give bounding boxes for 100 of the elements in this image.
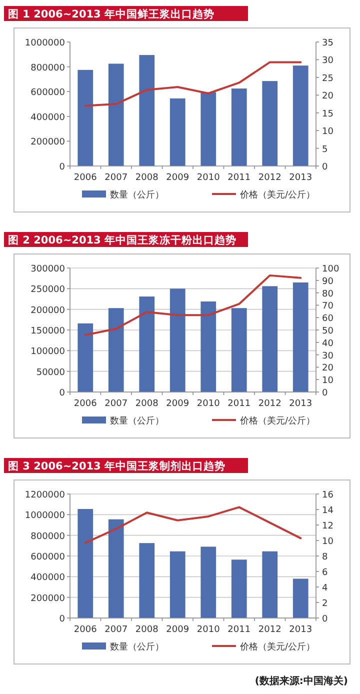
bar	[108, 308, 124, 392]
chart-title: 图 2 2006~2013 年中国王浆冻干粉出口趋势	[8, 234, 237, 246]
y-tick-label: 1000000	[24, 38, 66, 48]
y2-tick-label: 2	[322, 599, 328, 609]
x-tick-label: 2012	[258, 399, 282, 409]
bar	[78, 70, 94, 166]
legend-label: 价格（美元/公斤）	[239, 416, 316, 426]
bar	[139, 543, 155, 618]
bar	[170, 551, 186, 618]
x-tick-label: 2006	[74, 625, 98, 635]
y2-tick-label: 30	[322, 56, 334, 66]
y2-tick-label: 90	[322, 276, 334, 287]
y-tick-label: 100000	[30, 347, 66, 358]
bar	[231, 308, 247, 392]
y2-tick-label: 4	[322, 584, 328, 594]
y2-tick-label: 20	[322, 92, 334, 102]
x-tick-label: 2006	[74, 399, 98, 409]
chart-title: 图 3 2006~2013 年中国王浆制剂出口趋势	[8, 460, 226, 472]
y2-tick-label: 15	[322, 109, 334, 120]
y2-tick-label: 30	[322, 351, 334, 362]
x-tick-label: 2007	[104, 173, 128, 183]
y2-tick-label: 16	[322, 490, 334, 500]
x-tick-label: 2011	[228, 173, 251, 183]
x-tick-label: 2010	[196, 399, 220, 409]
y2-tick-label: 5	[322, 144, 328, 155]
legend-label: 数量（公斤）	[110, 642, 164, 652]
bar	[170, 288, 186, 392]
y2-tick-label: 50	[322, 326, 334, 336]
x-tick-label: 2013	[289, 625, 312, 635]
x-tick-label: 2010	[196, 625, 220, 635]
bar	[231, 560, 247, 618]
y2-tick-label: 100	[322, 264, 340, 274]
y2-tick-label: 40	[322, 338, 334, 349]
y2-tick-label: 0	[322, 162, 328, 172]
bar	[262, 551, 278, 618]
legend-label: 价格（美元/公斤）	[239, 642, 316, 652]
y2-tick-label: 10	[322, 537, 334, 547]
y2-tick-label: 12	[322, 522, 334, 532]
bar	[170, 98, 186, 166]
y2-tick-label: 6	[322, 568, 328, 578]
y2-tick-label: 25	[322, 74, 334, 84]
bar	[292, 66, 308, 166]
x-tick-label: 2011	[228, 399, 251, 409]
bar	[292, 578, 308, 618]
y-tick-label: 0	[59, 614, 66, 624]
line-series	[84, 274, 302, 336]
y-tick-label: 1200000	[24, 490, 66, 500]
y-tick-label: 150000	[30, 326, 66, 336]
bar	[262, 286, 278, 392]
y-tick-label: 600000	[30, 88, 66, 98]
x-tick-label: 2009	[166, 625, 190, 635]
legend-label: 数量（公斤）	[110, 416, 164, 426]
x-tick-label: 2007	[104, 399, 128, 409]
bar	[139, 55, 155, 166]
x-tick-label: 2012	[258, 173, 282, 183]
y-tick-label: 200000	[30, 594, 66, 604]
x-tick-label: 2013	[289, 173, 312, 183]
x-tick-label: 2006	[74, 173, 98, 183]
y2-tick-label: 14	[322, 506, 334, 516]
x-tick-label: 2009	[166, 399, 190, 409]
y2-tick-label: 60	[322, 314, 334, 324]
y2-tick-label: 20	[322, 364, 334, 374]
bar	[200, 301, 216, 392]
bar	[108, 519, 124, 618]
y2-tick-label: 10	[322, 376, 334, 386]
bar	[78, 508, 94, 618]
x-tick-label: 2008	[135, 173, 159, 183]
y-tick-label: 800000	[30, 63, 66, 74]
x-tick-label: 2009	[166, 173, 190, 183]
y-tick-label: 200000	[30, 306, 66, 316]
line-series	[84, 61, 302, 107]
y2-tick-label: 8	[322, 552, 328, 562]
y2-tick-label: 70	[322, 302, 334, 312]
y-tick-label: 0	[59, 162, 66, 172]
y2-tick-label: 80	[322, 289, 334, 300]
y-tick-label: 800000	[30, 532, 66, 542]
y-tick-label: 0	[59, 388, 66, 398]
y-tick-label: 300000	[30, 264, 66, 274]
bar	[231, 88, 247, 166]
y2-tick-label: 35	[322, 38, 334, 48]
y2-tick-label: 0	[322, 388, 328, 398]
y-tick-label: 200000	[30, 138, 66, 148]
bar	[200, 92, 216, 166]
x-tick-label: 2007	[104, 625, 128, 635]
y2-tick-label: 10	[322, 127, 334, 138]
bar	[139, 296, 155, 392]
y-tick-label: 250000	[30, 285, 66, 296]
text: (数据来源:中国海关)	[254, 675, 348, 687]
x-tick-label: 2011	[228, 625, 251, 635]
bar	[262, 81, 278, 166]
x-tick-label: 2008	[135, 399, 159, 409]
legend-label: 数量（公斤）	[110, 190, 164, 200]
x-tick-label: 2013	[289, 399, 312, 409]
y-tick-label: 400000	[30, 573, 66, 584]
y-tick-label: 400000	[30, 112, 66, 123]
y-tick-label: 1000000	[24, 511, 66, 522]
bar	[78, 323, 94, 392]
bar	[292, 282, 308, 392]
x-tick-label: 2010	[196, 173, 220, 183]
bar	[108, 64, 124, 166]
